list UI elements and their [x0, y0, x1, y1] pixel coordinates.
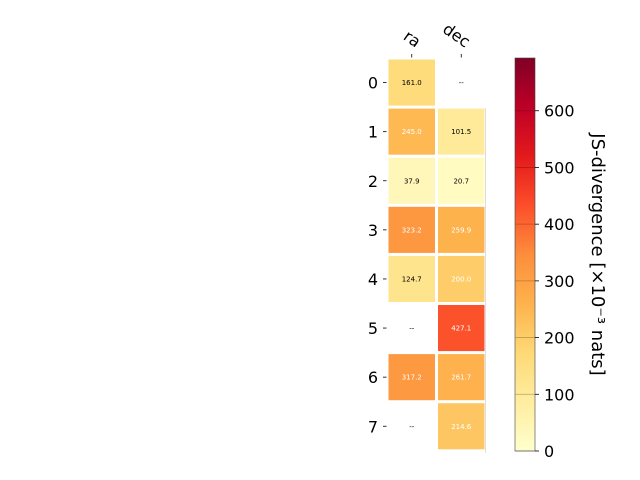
column-tick-label: ra	[400, 26, 424, 51]
column-tick-labels: ra dec	[400, 19, 474, 58]
heatmap-cell	[438, 108, 485, 155]
row-tick-label: 0	[368, 74, 378, 93]
heatmap-cell	[438, 403, 485, 450]
cell-value-label: --	[459, 79, 465, 87]
cell-value-label: 124.7	[402, 275, 422, 283]
colorbar-tick-label: 500	[544, 158, 575, 177]
row-tick-label: 3	[368, 221, 378, 240]
heatmap-cell	[438, 354, 485, 401]
column-tick-label: dec	[439, 19, 473, 51]
row-tick-label: 7	[368, 417, 378, 436]
colorbar-tick-label: 300	[544, 272, 575, 291]
cell-value-label: 161.0	[402, 79, 422, 87]
heatmap-cell	[388, 255, 435, 302]
row-tick-label: 2	[368, 172, 378, 191]
row-tick-label: 4	[368, 270, 378, 289]
row-tick-labels: 0 1 2 3 4 5 6 7	[368, 74, 387, 436]
colorbar-label: JS-divergence [×10⁻³ nats]	[587, 132, 608, 375]
colorbar-bar	[514, 57, 536, 452]
heatmap-cell	[388, 157, 435, 204]
heatmap-cells: 161.0 -- 245.0 101.5 37.9 20.7 323.2 259.9 124.7…	[388, 59, 486, 453]
cell-value-label: 214.6	[451, 423, 472, 431]
cell-value-label: 245.0	[402, 128, 422, 136]
cell-value-label: 259.9	[451, 226, 471, 234]
cell-value-label: 37.9	[404, 177, 420, 185]
cell-value-label: 323.2	[402, 226, 422, 234]
colorbar-tick-label: 600	[544, 102, 575, 121]
row-tick-label: 1	[368, 123, 378, 142]
row-tick-label: 5	[368, 319, 378, 338]
cell-value-label: 427.1	[451, 325, 471, 333]
colorbar-tick-label: 100	[544, 385, 575, 404]
heatmap-cell	[438, 255, 485, 302]
row-tick-label: 6	[368, 368, 378, 387]
cell-value-label: 101.5	[451, 128, 471, 136]
heatmap-cell	[438, 206, 485, 253]
heatmap-cell	[388, 354, 435, 401]
colorbar-tick-label: 200	[544, 329, 575, 348]
colorbar: 0 100 200 300 400 500 600 JS-divergence [×10⁻³ …	[514, 57, 608, 461]
cell-value-label: 20.7	[453, 177, 469, 185]
colorbar-tick-label: 400	[544, 215, 575, 234]
cell-value-label: 200.0	[451, 275, 471, 283]
heatmap-cell	[388, 206, 435, 253]
colorbar-tick-label: 0	[544, 442, 554, 461]
cell-value-label: --	[409, 325, 415, 333]
cell-value-label: --	[409, 423, 415, 431]
cell-value-label: 317.2	[402, 374, 422, 382]
heatmap-cell	[388, 59, 435, 106]
heatmap-cell	[438, 157, 485, 204]
cell-value-label: 261.7	[451, 374, 471, 382]
heatmap-cell	[438, 305, 485, 352]
heatmap-cell	[388, 108, 435, 155]
